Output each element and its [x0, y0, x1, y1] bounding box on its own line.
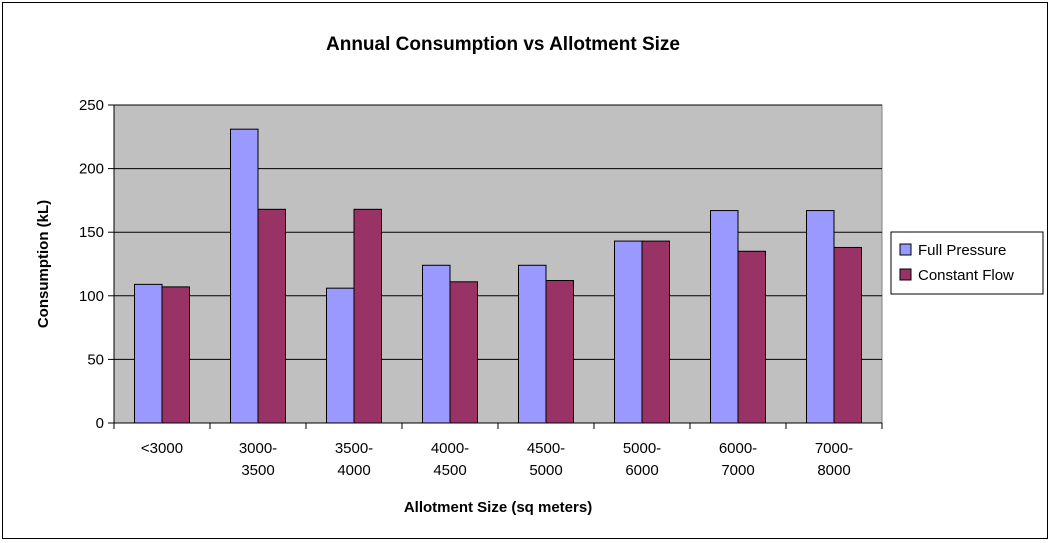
bar-full-pressure — [230, 128, 259, 424]
bar-constant-flow — [641, 240, 670, 424]
x-tick-label: 7000- — [815, 440, 853, 457]
legend-label: Constant Flow — [918, 267, 1014, 284]
chart-svg: Annual Consumption vs Allotment Size 0 50… — [35, 34, 1044, 516]
x-tick-label: 7000 — [721, 462, 754, 479]
legend-box — [890, 231, 1044, 295]
y-tick-label: 50 — [87, 351, 104, 368]
x-tick-label: 8000 — [817, 462, 850, 479]
bars — [134, 128, 862, 424]
y-tick-label: 200 — [79, 161, 104, 178]
x-tick-label: 3500- — [335, 440, 373, 457]
y-tick-label: 100 — [79, 288, 104, 305]
bar-constant-flow — [737, 250, 766, 424]
y-axis-title: Consumption (kL) — [35, 200, 52, 328]
bar-constant-flow — [833, 246, 862, 424]
bar-constant-flow — [353, 208, 382, 424]
x-tick-label: 6000 — [625, 462, 658, 479]
bar-full-pressure — [710, 210, 739, 424]
x-tick-label: 3000- — [239, 440, 277, 457]
x-tick-label: 3500 — [241, 462, 274, 479]
x-tick-label: 4000- — [431, 440, 469, 457]
bar-constant-flow — [449, 281, 478, 424]
x-tick-label: 4500- — [527, 440, 565, 457]
bar-full-pressure — [806, 210, 835, 424]
bar-full-pressure — [134, 283, 163, 424]
plot-area — [113, 104, 883, 424]
bar-constant-flow — [257, 208, 286, 424]
bar-constant-flow — [545, 280, 574, 424]
legend-swatch — [899, 268, 912, 281]
y-tick-label: 150 — [79, 224, 104, 241]
legend-label: Full Pressure — [918, 242, 1006, 259]
x-tick-label: 6000- — [719, 440, 757, 457]
x-tick-label: <3000 — [141, 440, 183, 457]
y-tick-label: 250 — [79, 97, 104, 114]
legend: Full Pressure Constant Flow — [890, 231, 1044, 295]
x-tick-label: 4500 — [433, 462, 466, 479]
x-tick-label: 5000 — [529, 462, 562, 479]
bar-constant-flow — [161, 286, 190, 424]
chart-title: Annual Consumption vs Allotment Size — [326, 34, 680, 55]
x-tick-label: 5000- — [623, 440, 661, 457]
x-axis-title: Allotment Size (sq meters) — [404, 499, 592, 516]
bar-full-pressure — [614, 240, 643, 424]
y-tick-label: 0 — [96, 415, 104, 432]
axes: 0 50 100 150 200 250 <3000 3000- 3500 3500- 4000 40… — [79, 97, 883, 479]
bar-full-pressure — [518, 264, 547, 424]
legend-swatch — [899, 243, 912, 256]
x-tick-label: 4000 — [337, 462, 370, 479]
bar-full-pressure — [326, 287, 355, 424]
bar-full-pressure — [422, 264, 451, 424]
